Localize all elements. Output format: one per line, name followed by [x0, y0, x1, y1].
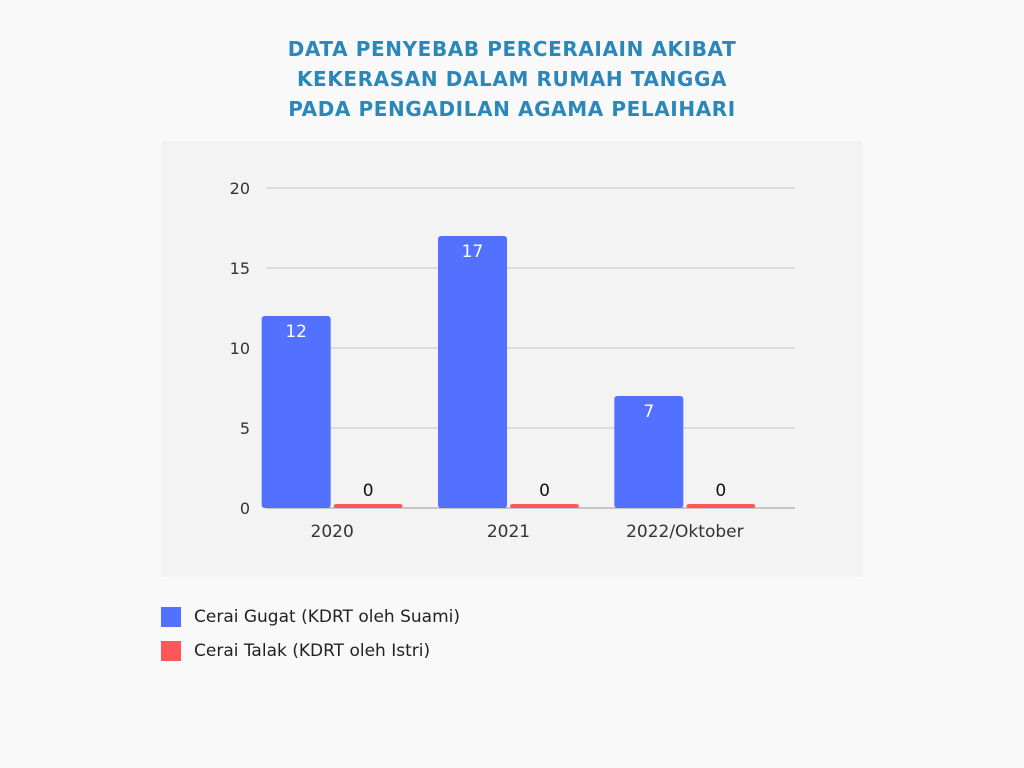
data-label: 7: [643, 402, 654, 422]
chart-title-line-2: KEKERASAN DALAM RUMAH TANGGA: [296, 67, 728, 91]
y-tick-label: 10: [230, 339, 250, 358]
data-label: 0: [715, 481, 726, 501]
y-tick-label: 15: [230, 259, 250, 278]
y-tick-label: 5: [240, 419, 250, 438]
bar-cerai-talak-0: [333, 504, 403, 508]
bar-cerai-talak-1: [510, 504, 579, 508]
chart-title: DATA PENYEBAB PERCERAIAIN AKIBAT KEKERAS…: [0, 34, 1024, 124]
chart-title-line-3: PADA PENGADILAN AGAMA PELAIHARI: [288, 97, 736, 121]
legend-swatch-cerai-talak: [161, 641, 181, 661]
bar-chart: 0 5 10 15 20 12 0 2020 17 0 2021 7 0 2022/Oktober: [230, 179, 795, 542]
data-label: 0: [363, 481, 374, 501]
legend-label-cerai-gugat: Cerai Gugat (KDRT oleh Suami): [194, 607, 460, 627]
data-label: 17: [462, 242, 484, 262]
y-tick-label: 20: [230, 179, 250, 198]
chart-legend: Cerai Gugat (KDRT oleh Suami) Cerai Tala…: [161, 606, 460, 674]
data-label: 12: [285, 322, 307, 342]
bar-cerai-talak-2: [686, 504, 756, 508]
legend-swatch-cerai-gugat: [161, 607, 181, 627]
bar-cerai-gugat-2: [614, 396, 684, 508]
chart-title-line-1: DATA PENYEBAB PERCERAIAIN AKIBAT: [287, 37, 737, 61]
x-tick-label: 2021: [487, 522, 530, 542]
y-tick-label: 0: [240, 499, 250, 518]
chart-panel: 0 5 10 15 20 12 0 2020 17 0 2021 7 0 2022/Oktober: [161, 141, 863, 577]
legend-item-cerai-talak: Cerai Talak (KDRT oleh Istri): [161, 640, 460, 662]
data-label: 0: [539, 481, 550, 501]
bar-cerai-gugat-0: [261, 316, 331, 508]
bar-cerai-gugat-1: [438, 236, 507, 508]
x-tick-label: 2022/Oktober: [626, 522, 744, 542]
legend-item-cerai-gugat: Cerai Gugat (KDRT oleh Suami): [161, 606, 460, 628]
legend-label-cerai-talak: Cerai Talak (KDRT oleh Istri): [194, 641, 431, 661]
x-tick-label: 2020: [311, 522, 354, 542]
